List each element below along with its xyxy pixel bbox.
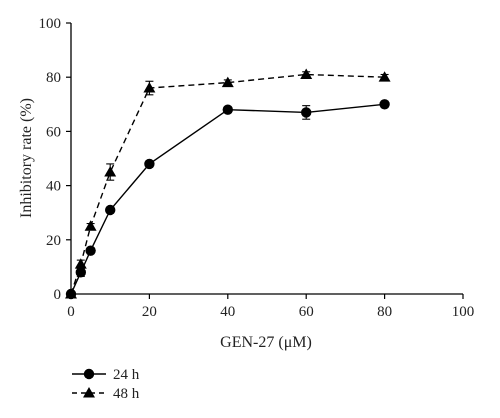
y-tick-label: 0: [54, 287, 62, 303]
x-tick-label: 40: [220, 304, 235, 320]
x-tick-label: 20: [142, 304, 157, 320]
legend-marker-48h: [83, 387, 95, 398]
y-tick-label: 100: [39, 16, 62, 32]
series-layer: [65, 68, 391, 300]
y-tick-label: 20: [46, 233, 61, 249]
x-tick-label: 100: [452, 304, 475, 320]
data-point-48h: [221, 76, 234, 88]
data-point-48h: [378, 71, 391, 82]
data-point-24h: [105, 204, 116, 216]
x-tick-label: 60: [299, 304, 314, 320]
legend: 24 h 48 h: [72, 367, 140, 402]
series-24h: [65, 99, 390, 300]
series-line-24h: [70, 103, 385, 295]
x-tick-label: 0: [67, 304, 75, 320]
x-tick-label: 80: [377, 304, 392, 320]
data-point-24h: [222, 104, 233, 115]
axes: 0 20 40 60 80 100 0 20 40 60 80 100: [39, 16, 475, 320]
data-point-48h: [104, 166, 117, 177]
data-point-24h: [301, 107, 312, 118]
y-tick-label: 80: [46, 70, 61, 86]
series-line-48h: [70, 73, 385, 295]
data-point-48h: [74, 258, 87, 269]
data-point-24h: [75, 267, 87, 278]
legend-label: 24 h: [113, 367, 140, 383]
legend-item-24h: 24 h: [72, 367, 140, 383]
legend-label: 48 h: [113, 386, 140, 402]
y-tick-label: 40: [46, 179, 61, 195]
data-point-24h: [144, 158, 155, 170]
legend-marker-24h: [83, 368, 95, 380]
legend-item-48h: 48 h: [72, 386, 140, 402]
y-axis-title: Inhibitory rate (%): [18, 98, 35, 218]
data-point-24h: [85, 245, 96, 256]
data-point-24h: [379, 99, 390, 110]
data-point-48h: [84, 220, 97, 231]
data-point-48h: [300, 68, 313, 79]
data-point-48h: [143, 82, 156, 93]
series-48h: [65, 68, 391, 299]
x-axis-title: GEN-27 (μM): [220, 334, 312, 351]
y-tick-label: 60: [46, 124, 61, 140]
